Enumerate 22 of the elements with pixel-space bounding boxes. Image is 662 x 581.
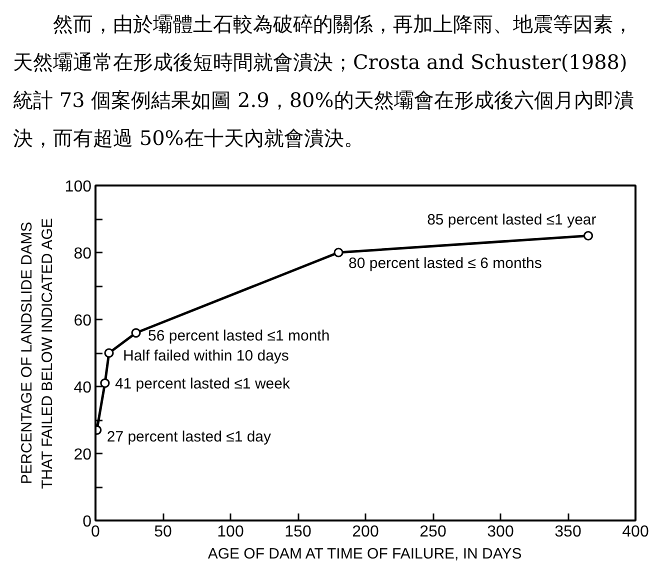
y-tick-label: 60 — [74, 312, 92, 330]
annotation: 27 percent lasted ≤1 day — [106, 428, 272, 446]
x-tick-label: 350 — [554, 524, 582, 540]
x-tick-label: 200 — [352, 524, 379, 540]
x-tick-label: 300 — [487, 524, 514, 540]
annotation: 56 percent lasted ≤1 month — [148, 327, 330, 344]
y-tick-label: 100 — [64, 178, 92, 196]
y-tick-label: 40 — [74, 380, 92, 396]
text: 然而，由於壩體土石較為破碎的關係，再加上降雨、地震等因素，天然壩通常在形成後短時間就會潰決；Crosta and Schuster(1988)統計 73 個案例結果如圖 2.9，80%的天然壩會在形成後六個月內即潰決，而有超過 50%在十天內就會潰決。 — [13, 11, 635, 152]
x-tick-label: 250 — [420, 524, 446, 540]
y-tick-label: 20 — [74, 446, 92, 464]
annotation: Half failed within 10 days — [123, 348, 289, 364]
x-tick-label: 100 — [217, 524, 244, 540]
annotation: 85 percent lasted ≤1 year — [427, 211, 596, 228]
annotation: 80 percent lasted ≤ 6 months — [348, 255, 542, 272]
x-tick-label: 50 — [154, 524, 172, 540]
y-tick-label: 80 — [74, 246, 92, 262]
x-axis-title: AGE OF DAM AT TIME OF FAILURE, IN DAYS — [208, 546, 522, 562]
y-axis-title: PERCENTAGE OF LANDSLIDE DAMS THAT FAILED BELOW INDICATED AGE — [18, 218, 56, 489]
x-tick-label: 400 — [622, 524, 649, 540]
x-tick-label: 150 — [284, 524, 312, 540]
annotation: 41 percent lasted ≤1 week — [114, 376, 290, 393]
